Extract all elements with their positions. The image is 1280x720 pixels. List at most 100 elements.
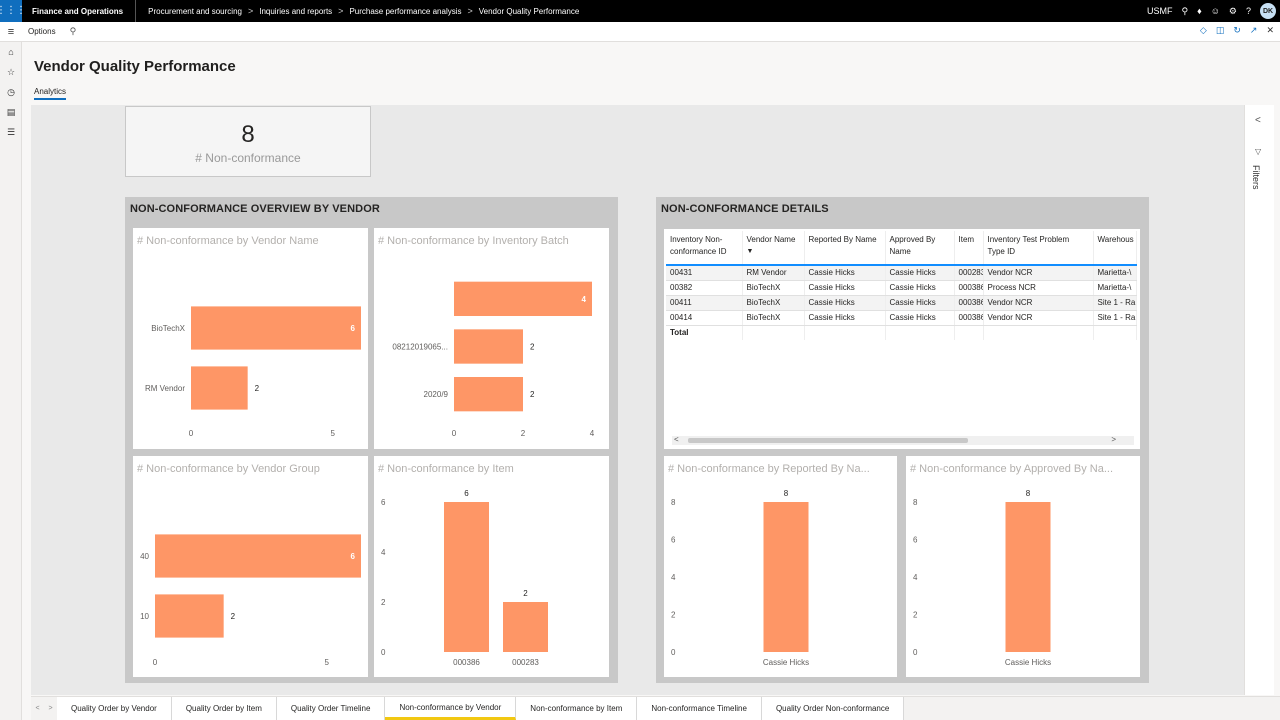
- table-cell: Cassie Hicks: [804, 265, 886, 281]
- close-icon[interactable]: ✕: [1266, 25, 1274, 35]
- breadcrumb-item[interactable]: Purchase performance analysis: [349, 6, 462, 16]
- chevron-right-icon[interactable]: >: [48, 705, 53, 712]
- chevron-left-icon[interactable]: <: [35, 705, 40, 712]
- kpi-value: 8: [241, 121, 255, 148]
- horizontal-scrollbar[interactable]: < >: [672, 435, 1134, 445]
- breadcrumb-item-current[interactable]: Vendor Quality Performance: [478, 6, 580, 16]
- x-tick-label: 5: [330, 429, 335, 438]
- chart-title: # Non-conformance by Vendor Name: [137, 235, 319, 247]
- column-header[interactable]: Vendor Name ▼: [742, 231, 805, 265]
- table-cell: Cassie Hicks: [804, 280, 886, 296]
- breadcrumb-item[interactable]: Procurement and sourcing: [148, 6, 242, 16]
- table-cell: Cassie Hicks: [885, 310, 955, 326]
- page-tab[interactable]: Quality Order Non-conformance: [761, 697, 905, 720]
- filters-label[interactable]: Filters: [1251, 165, 1261, 190]
- category-label: Cassie Hicks: [1005, 658, 1051, 667]
- table-cell: 00382: [666, 280, 743, 296]
- chart-svg: BioTechX 6 RM Vendor 2 0 5: [145, 306, 361, 438]
- page-tab[interactable]: Quality Order by Item: [171, 697, 277, 720]
- options-button[interactable]: Options: [28, 27, 56, 36]
- gear-icon[interactable]: ⚙: [1228, 5, 1237, 16]
- home-icon[interactable]: ⌂: [8, 47, 14, 57]
- search-icon[interactable]: ⚲: [1181, 5, 1189, 16]
- chevron-right-icon: >: [467, 6, 473, 16]
- column-header[interactable]: Item: [954, 231, 984, 265]
- chevron-right-icon: >: [338, 6, 344, 16]
- column-header[interactable]: Inventory Test Problem Type ID: [983, 231, 1094, 265]
- chart-reported-by[interactable]: # Non-conformance by Reported By Na... 0…: [664, 456, 897, 677]
- table-row[interactable]: 00414 BioTechX Cassie Hicks Cassie Hicks 000…: [666, 310, 1137, 326]
- page-tab-active[interactable]: Non-conformance by Vendor: [385, 697, 517, 720]
- chevron-left-icon[interactable]: <: [674, 435, 679, 444]
- column-header[interactable]: Warehous: [1093, 231, 1137, 265]
- bell-icon[interactable]: ♦: [1197, 6, 1202, 16]
- bar: [763, 502, 809, 652]
- data-label: 6: [351, 324, 356, 333]
- category-label: Cassie Hicks: [763, 658, 809, 667]
- chart-item[interactable]: # Non-conformance by Item 0 2 4 6 6 000386 2 00…: [374, 456, 609, 677]
- search-icon[interactable]: ⚲: [69, 26, 77, 36]
- diamond-icon[interactable]: ◇: [1199, 25, 1207, 35]
- hamburger-icon[interactable]: ≡: [7, 25, 15, 38]
- workspace-icon[interactable]: ▤: [6, 106, 16, 117]
- breadcrumb: Procurement and sourcing > Inquiries and…: [136, 6, 579, 16]
- bar: [155, 534, 361, 578]
- breadcrumb-item[interactable]: Inquiries and reports: [259, 6, 333, 16]
- bar: [1005, 502, 1051, 652]
- bar: [454, 329, 523, 364]
- help-icon[interactable]: ?: [1245, 6, 1251, 16]
- star-icon[interactable]: ☆: [6, 66, 16, 77]
- top-bar: ⋮⋮⋮ Finance and Operations Procurement a…: [0, 0, 1280, 22]
- table-cell: 000386: [954, 295, 984, 311]
- scrollbar-thumb[interactable]: [688, 438, 968, 443]
- smiley-icon[interactable]: ☺: [1210, 6, 1220, 16]
- chart-approved-by[interactable]: # Non-conformance by Approved By Na... 0…: [906, 456, 1140, 677]
- column-header[interactable]: Reported By Name: [804, 231, 886, 265]
- x-tick-label: 5: [324, 658, 329, 667]
- page-tab[interactable]: Quality Order Timeline: [276, 697, 386, 720]
- chevron-right-icon: >: [247, 6, 254, 16]
- y-tick-label: 6: [381, 498, 386, 507]
- table-cell: Cassie Hicks: [885, 280, 955, 296]
- chevron-right-icon[interactable]: >: [1111, 435, 1116, 444]
- table-cell: BioTechX: [742, 295, 805, 311]
- filters-pane[interactable]: < ▽ Filters: [1244, 105, 1274, 695]
- table-cell: [1093, 325, 1137, 340]
- tab-analytics[interactable]: Analytics: [34, 87, 67, 100]
- category-label: 2020/9: [424, 390, 449, 399]
- table-row[interactable]: 00382 BioTechX Cassie Hicks Cassie Hicks 000…: [666, 280, 1137, 296]
- column-header[interactable]: Inventory Non-conformance ID: [666, 231, 743, 265]
- table-row[interactable]: 00431 RM Vendor Cassie Hicks Cassie Hicks 00…: [666, 265, 1137, 281]
- avatar[interactable]: DK: [1260, 3, 1276, 19]
- action-bar: ≡ Options ⚲ ◇ ◫ ↻ ↗ ✕: [0, 22, 1280, 42]
- y-tick-label: 8: [671, 498, 676, 507]
- chart-svg: 0 2 4 6 8 8 Cassie Hicks: [913, 489, 1051, 667]
- open-new-window-icon[interactable]: ↗: [1249, 25, 1258, 35]
- column-header[interactable]: Approved By Name: [885, 231, 955, 265]
- chart-inventory-batch[interactable]: # Non-conformance by Inventory Batch 4 08…: [374, 228, 609, 449]
- table-cell: Cassie Hicks: [885, 295, 955, 311]
- page-tab[interactable]: Non-conformance Timeline: [637, 697, 762, 720]
- action-right-icons: ◇ ◫ ↻ ↗ ✕: [1200, 25, 1274, 36]
- app-launcher-button[interactable]: ⋮⋮⋮: [0, 0, 26, 22]
- chart-vendor-name[interactable]: # Non-conformance by Vendor Name BioTech…: [133, 228, 368, 449]
- y-tick-label: 4: [381, 548, 386, 557]
- chart-title: # Non-conformance by Inventory Batch: [378, 235, 569, 247]
- table-total-row: Total: [666, 325, 1137, 340]
- table-row[interactable]: 00411 BioTechX Cassie Hicks Cassie Hicks 000…: [666, 295, 1137, 311]
- refresh-icon[interactable]: ↻: [1233, 25, 1241, 35]
- office-icon[interactable]: ◫: [1215, 25, 1225, 35]
- company-selector[interactable]: USMF: [1147, 6, 1173, 16]
- page-tab[interactable]: Quality Order by Vendor: [57, 697, 172, 720]
- list-icon[interactable]: ☰: [6, 126, 16, 137]
- y-tick-label: 2: [913, 611, 918, 620]
- page-tab[interactable]: Non-conformance by Item: [516, 697, 638, 720]
- details-table-card[interactable]: Inventory Non-conformance ID Vendor Name…: [664, 229, 1140, 449]
- app-name[interactable]: Finance and Operations: [22, 0, 137, 22]
- table-cell: Site 1 - Ra: [1093, 295, 1137, 311]
- kpi-card[interactable]: 8 # Non-conformance: [125, 106, 371, 177]
- chart-vendor-group[interactable]: # Non-conformance by Vendor Group 40 6 10 2…: [133, 456, 368, 677]
- chevron-left-icon[interactable]: <: [1255, 115, 1261, 126]
- clock-icon[interactable]: ◷: [7, 86, 15, 97]
- y-tick-label: 6: [671, 536, 676, 545]
